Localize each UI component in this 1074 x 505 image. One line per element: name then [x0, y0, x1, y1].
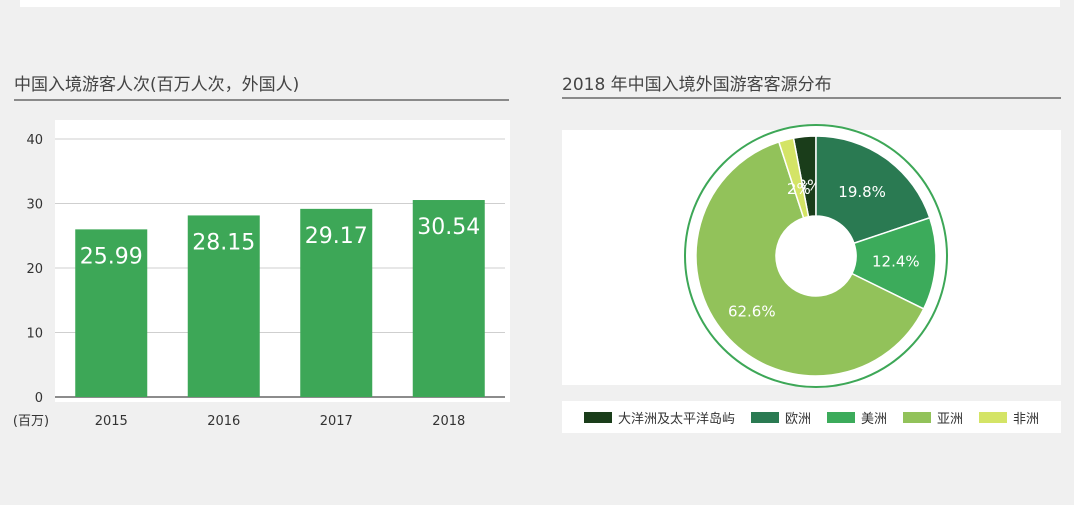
pie-legend: 大洋洲及太平洋岛屿 欧洲 美洲 亚洲 非洲 [562, 401, 1061, 433]
legend-item: 亚洲 [903, 408, 963, 427]
bar-value-label: 30.54 [417, 215, 480, 240]
legend-item: 美洲 [826, 408, 887, 427]
y-tick-label: 40 [26, 133, 43, 148]
legend-label: 欧洲 [784, 411, 811, 427]
bar-chart-title-rule [14, 99, 509, 101]
legend-swatch [979, 411, 1008, 423]
legend-label: 非洲 [1013, 411, 1040, 427]
x-tick-label: 2017 [320, 414, 353, 429]
x-tick-label: 2015 [95, 414, 128, 429]
bar-value-label: 28.15 [192, 230, 255, 255]
bar-2017 [300, 208, 373, 397]
bar-chart-title: 中国入境游客人次(百万人次，外国人) [14, 75, 300, 95]
legend-item: 大洋洲及太平洋岛屿 [583, 408, 735, 427]
bar-value-label: 25.99 [80, 244, 143, 269]
bar-2016 [187, 215, 260, 397]
pie-slice-欧洲 [815, 135, 931, 245]
y-tick-label: 20 [26, 262, 43, 277]
legend-swatch [826, 411, 855, 423]
legend-item: 非洲 [979, 408, 1039, 427]
bar-2018 [412, 200, 485, 397]
bar-value-label: 29.17 [305, 224, 368, 249]
bar-2015 [75, 229, 148, 397]
y-tick-label: 0 [35, 391, 43, 406]
y-tick-label: 30 [26, 198, 43, 213]
pie-slice-亚洲 [695, 140, 925, 377]
pie-value-label: 2% [787, 180, 811, 198]
pie-slice-非洲 [777, 137, 810, 219]
legend-label: 美洲 [860, 411, 887, 427]
x-tick-label: 2016 [207, 414, 240, 429]
pie-value-label: 62.6% [728, 303, 776, 321]
legend-label: 大洋洲及太平洋岛屿 [617, 411, 735, 427]
top-strip [20, 0, 1060, 7]
pie-chart-title: 2018 年中国入境外国游客客源分布 [562, 75, 832, 95]
legend-swatch [750, 411, 779, 423]
legend-swatch [903, 411, 931, 423]
pie-value-label: 19.8% [838, 183, 886, 201]
y-tick-label: 10 [26, 327, 43, 342]
y-unit-label: (百万) [13, 414, 49, 429]
x-tick-label: 2018 [432, 414, 465, 429]
pie-value-label: 12.4% [872, 252, 920, 270]
pie-slice-美洲 [850, 216, 937, 310]
legend-swatch [583, 411, 612, 423]
legend-item: 欧洲 [750, 408, 811, 427]
pie-chart-title-rule [562, 97, 1061, 99]
legend-label: 亚洲 [937, 411, 964, 427]
